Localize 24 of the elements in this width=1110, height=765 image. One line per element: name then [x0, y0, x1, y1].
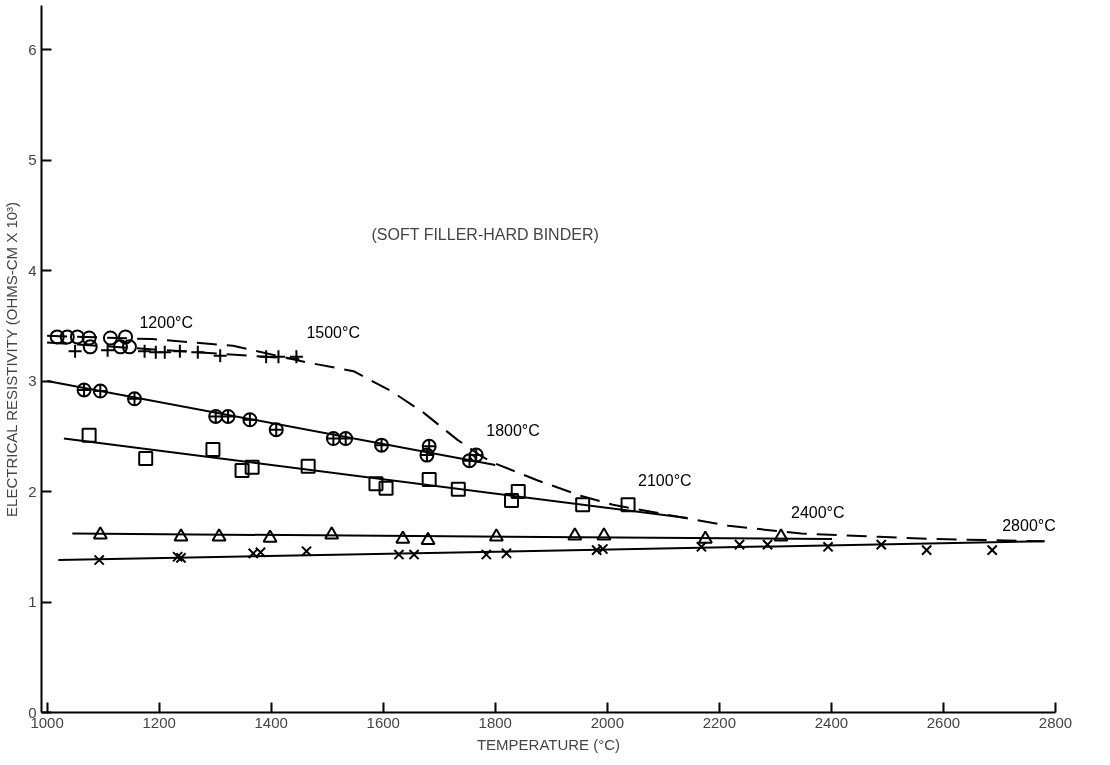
y-tick-label: 4	[28, 261, 37, 279]
x-tick-label: 1800	[478, 713, 512, 731]
x-tick-label: 2000	[590, 713, 625, 731]
x-tick-label: 2800	[1038, 713, 1073, 731]
x-tick-label: 2400	[814, 713, 849, 731]
series-label: 1800°C	[486, 422, 540, 440]
y-axis-title: ELECTRICAL RESISTIVITY (OHMS-CM X 10³)	[3, 201, 21, 517]
x-tick-label: 1200	[142, 713, 176, 731]
y-tick-label: 6	[28, 40, 37, 58]
x-axis-title: TEMPERATURE (°C)	[476, 735, 621, 753]
y-tick-label: 3	[28, 372, 37, 390]
y-tick-label: 1	[28, 593, 37, 611]
series-label: 1200°C	[139, 313, 193, 331]
annotation: (SOFT FILLER-HARD BINDER)	[371, 225, 599, 243]
y-tick-label: 2	[28, 482, 37, 500]
series-label: 2100°C	[638, 471, 692, 489]
series-label: 1500°C	[306, 323, 360, 341]
x-tick-label: 1400	[254, 713, 288, 731]
series-label: 2800°C	[1002, 517, 1056, 535]
x-tick-label: 1600	[366, 713, 400, 731]
x-tick-label: 2200	[702, 713, 737, 731]
series-label: 2400°C	[790, 503, 845, 521]
y-tick-label: 5	[28, 151, 37, 169]
x-tick-label: 2600	[926, 713, 961, 731]
